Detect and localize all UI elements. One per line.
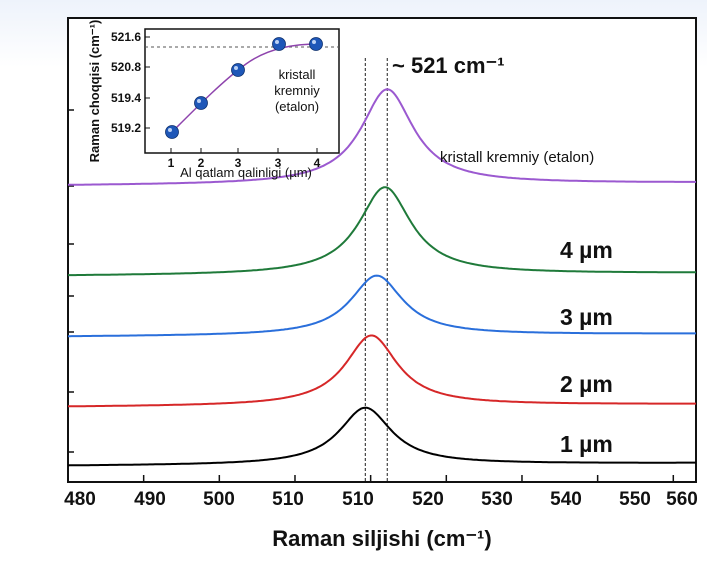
inset-y-axis-title: Raman choqqisi (cm⁻¹) — [87, 20, 102, 163]
inset-y-tick-label-2: 519.4 — [111, 91, 141, 105]
x-tick-label-9: 560 — [666, 489, 698, 510]
x-tick-label-2: 500 — [203, 489, 235, 510]
trace-4 — [68, 88, 696, 186]
inset-point-3 — [272, 37, 286, 51]
inset-x-tick-label-4: 4 — [314, 156, 321, 170]
trace-label-2: 3 µm — [560, 304, 613, 330]
inset-point-0 — [165, 125, 179, 139]
x-tick-label-6: 530 — [481, 489, 513, 510]
inset-x-tick-label-0: 1 — [168, 156, 175, 170]
trace-0 — [67, 406, 696, 467]
inset-x-tick-label-2: 3 — [235, 156, 242, 170]
raman-traces — [67, 88, 696, 467]
x-tick-label-3: 510 — [272, 489, 304, 510]
inset-x-tick-label-3: 3 — [275, 156, 282, 170]
x-tick-label-7: 540 — [550, 489, 582, 510]
inset-reference-label-line-3: (etalon) — [275, 99, 319, 114]
x-tick-label-8: 550 — [619, 489, 651, 510]
inset-point-highlight-4 — [312, 40, 316, 44]
inset-point-1 — [194, 96, 208, 110]
inset-x-tick-label-1: 2 — [198, 156, 205, 170]
inset-point-highlight-3 — [275, 40, 279, 44]
trace-label-1: 2 µm — [560, 371, 613, 397]
inset-fit-curve — [171, 43, 319, 133]
inset-x-axis-title: Al qatlam qalinligi (µm) — [180, 165, 312, 180]
inset-y-tick-label-3: 519.2 — [111, 121, 141, 135]
inset-reference-label-line-2: kremniy — [274, 83, 320, 98]
inset-chart: 1 2 3 3 4 521.6 520.8 519.4 519.2 kristall kremn… — [87, 20, 340, 180]
inset-ticks: 1 2 3 3 4 521.6 520.8 519.4 519.2 — [111, 30, 321, 170]
inset-data-points — [165, 37, 323, 139]
peak-annotation: ~ 521 cm⁻¹ — [392, 53, 505, 78]
inset-point-2 — [231, 63, 245, 77]
inset-y-tick-label-0: 521.6 — [111, 30, 141, 44]
x-tick-label-5: 520 — [412, 489, 444, 510]
trace-label-0: 1 µm — [560, 431, 613, 457]
trace-3 — [68, 186, 696, 277]
x-axis-ticks: 480 490 500 510 510 520 530 540 550 560 — [64, 109, 698, 510]
trace-label-3: 4 µm — [560, 237, 613, 263]
inset-point-4 — [309, 37, 323, 51]
inset-y-tick-label-1: 520.8 — [111, 60, 141, 74]
x-axis-title: Raman siljishi (cm⁻¹) — [272, 526, 491, 551]
inset-reference-label-line-1: kristall — [279, 67, 316, 82]
x-tick-label-4: 510 — [342, 489, 374, 510]
x-tick-label-1: 490 — [134, 489, 166, 510]
trace-1 — [68, 334, 696, 408]
reference-lines — [364, 58, 388, 482]
inset-point-highlight-2 — [234, 66, 238, 70]
trace-label-4: kristall kremniy (etalon) — [440, 149, 594, 166]
trace-labels: 1 µm 2 µm 3 µm 4 µm kristall kremniy (etalon… — [440, 149, 613, 457]
x-tick-label-0: 480 — [64, 489, 96, 510]
inset-point-highlight-0 — [168, 128, 172, 132]
inset-point-highlight-1 — [197, 99, 201, 103]
trace-2 — [68, 274, 696, 338]
